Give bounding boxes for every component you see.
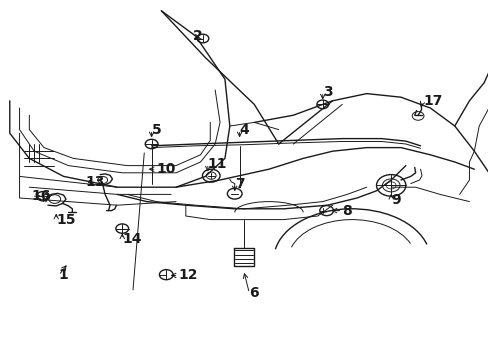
Text: 4: 4 [239, 123, 249, 136]
Text: 15: 15 [56, 213, 76, 226]
Text: 5: 5 [151, 123, 161, 136]
Text: 3: 3 [322, 85, 332, 99]
Text: 10: 10 [156, 162, 176, 176]
Text: 7: 7 [234, 177, 244, 190]
Text: 12: 12 [178, 269, 198, 282]
Text: 17: 17 [422, 94, 442, 108]
Text: 8: 8 [342, 204, 351, 217]
Text: 11: 11 [207, 157, 227, 171]
Text: 9: 9 [390, 193, 400, 207]
Text: 16: 16 [32, 189, 51, 203]
Text: 13: 13 [85, 175, 105, 189]
Text: 14: 14 [122, 233, 142, 246]
Text: 1: 1 [59, 269, 68, 282]
Text: 6: 6 [249, 287, 259, 300]
Text: 2: 2 [193, 29, 203, 43]
